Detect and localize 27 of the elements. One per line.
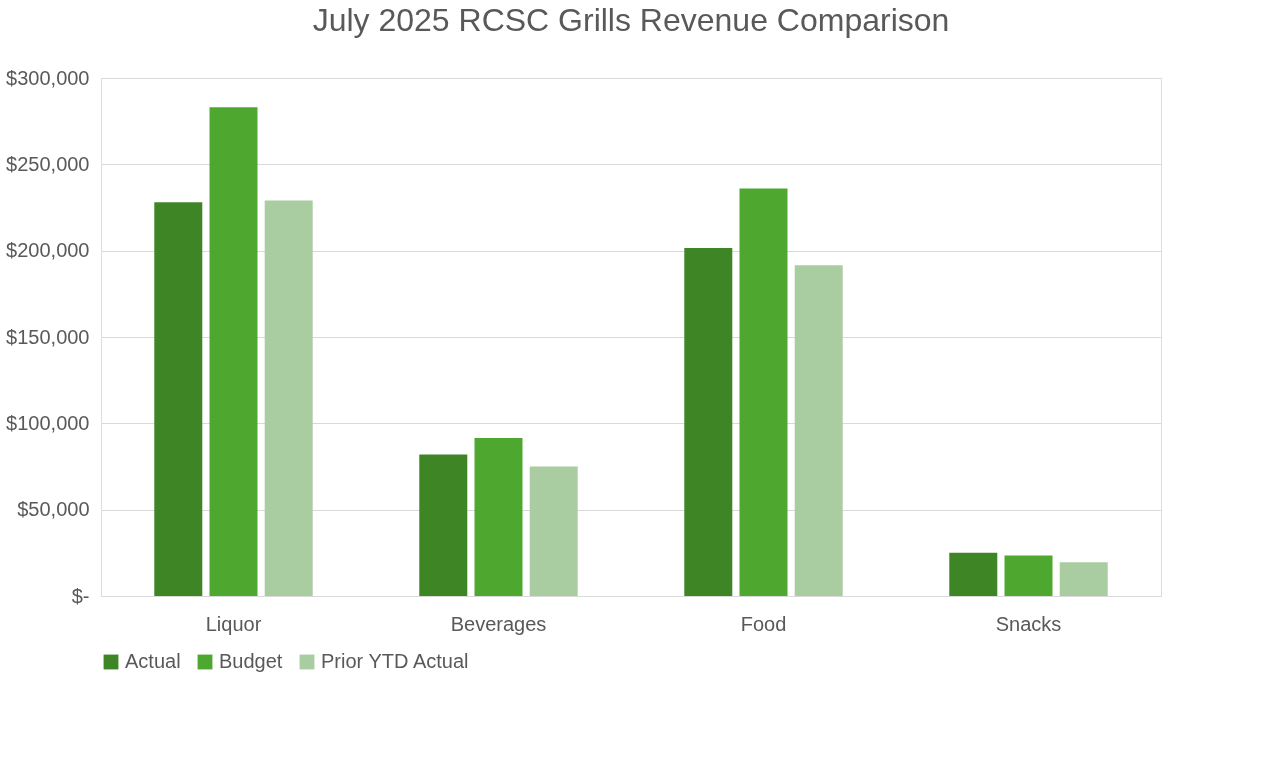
y-tick-label: $- (71, 584, 90, 607)
y-tick-label: $250,000 (6, 152, 90, 175)
legend-label: Prior YTD Actual (321, 650, 469, 672)
bar (154, 202, 203, 596)
bar (529, 466, 578, 596)
bar (1059, 562, 1108, 596)
legend-label: Actual (125, 650, 181, 672)
x-tick-label: Food (740, 612, 787, 635)
y-tick-label: $300,000 (6, 66, 90, 89)
x-tick-label: Liquor (205, 612, 262, 635)
bar (1004, 555, 1053, 596)
bar (209, 107, 258, 596)
bar (684, 248, 733, 596)
y-tick-label: $150,000 (6, 325, 90, 348)
x-tick-label: Snacks (995, 612, 1062, 635)
y-tick-label: $200,000 (6, 239, 90, 262)
bar (264, 200, 313, 596)
legend-label: Budget (219, 650, 283, 672)
chart-title: July 2025 RCSC Grills Revenue Comparison (312, 2, 950, 38)
bar (739, 188, 788, 596)
bar (949, 552, 998, 596)
y-tick-label: $50,000 (17, 498, 90, 521)
y-tick-label: $100,000 (6, 411, 90, 434)
bar (794, 265, 843, 596)
bar (474, 438, 523, 596)
bar (419, 454, 468, 596)
x-tick-label: Beverages (450, 612, 547, 635)
